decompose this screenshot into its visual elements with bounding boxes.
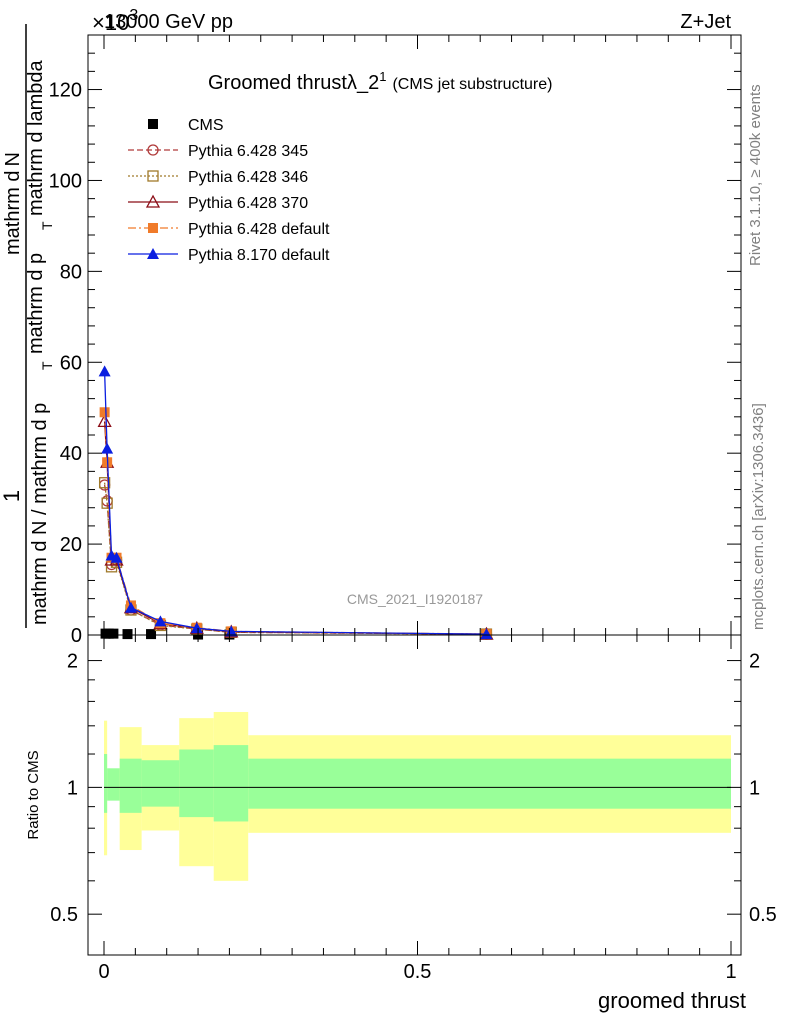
ratio-band-inner bbox=[104, 754, 108, 813]
data-point bbox=[98, 477, 111, 489]
legend-entry: Pythia 6.428 346 bbox=[128, 169, 308, 186]
main-ytick-label: 120 bbox=[49, 80, 82, 102]
data-point bbox=[98, 365, 111, 377]
rivet-label: Rivet 3.1.10, ≥ 400k events bbox=[747, 84, 764, 266]
ratio-frame bbox=[87, 634, 742, 956]
legend-label: Pythia 6.428 346 bbox=[188, 169, 308, 186]
main-frame bbox=[87, 34, 742, 636]
legend-marker bbox=[147, 144, 159, 156]
legend-label: Pythia 6.428 370 bbox=[188, 195, 308, 212]
legend-entry: Pythia 6.428 default bbox=[128, 221, 330, 238]
legend-label: CMS bbox=[188, 117, 224, 134]
series-1 bbox=[98, 479, 493, 640]
data-point bbox=[124, 601, 137, 613]
legend-entry: CMS bbox=[148, 117, 224, 134]
legend-marker bbox=[148, 119, 158, 129]
data-point bbox=[101, 442, 114, 454]
series-2 bbox=[98, 477, 493, 640]
series-5 bbox=[98, 365, 493, 640]
xtick-label: 1 bbox=[725, 961, 736, 983]
ratio-band-inner bbox=[179, 749, 214, 818]
legend-marker bbox=[145, 194, 161, 208]
xtick-label: 0 bbox=[98, 961, 109, 983]
ratio-ytick-label-right: 1 bbox=[749, 777, 760, 799]
ratio-panel: 0.5 0.5 1 1 2 2 0 0.5 1 Ratio to CMS groomed thr… bbox=[25, 634, 777, 1013]
main-ytick-label: 40 bbox=[60, 443, 82, 465]
ylabel-sub-t2: T bbox=[39, 221, 55, 230]
legend-marker bbox=[148, 223, 158, 233]
ratio-band-inner bbox=[141, 760, 180, 807]
ratio-band-inner bbox=[107, 768, 120, 801]
data-point bbox=[190, 622, 203, 634]
data-point bbox=[146, 629, 157, 640]
main-panel: 0 20 40 60 80 100 120 CMS_2021_I1920187 Groome… bbox=[49, 34, 742, 647]
ylabel-numerator: mathrm d p bbox=[25, 253, 47, 354]
ratio-ytick-label: 2 bbox=[67, 651, 78, 673]
data-point bbox=[99, 407, 110, 418]
data-point bbox=[154, 615, 167, 627]
legend-label: Pythia 8.170 default bbox=[188, 247, 330, 264]
ratio-ylabel: Ratio to CMS bbox=[25, 750, 42, 839]
data-point bbox=[122, 629, 133, 640]
legend-marker bbox=[147, 248, 159, 259]
ylabel-denominator: mathrm d N / mathrm d p bbox=[29, 403, 51, 625]
process-label: Z+Jet bbox=[680, 11, 731, 33]
legend-entry: Pythia 8.170 default bbox=[128, 247, 330, 264]
ratio-band-inner bbox=[119, 758, 142, 813]
main-ytick-label: 80 bbox=[60, 261, 82, 283]
main-ytick-label: 0 bbox=[71, 625, 82, 647]
legend: CMS Pythia 6.428 345 Pythia 6.428 346 Pythi… bbox=[128, 117, 330, 264]
ylabel-sub-t: T bbox=[39, 361, 55, 370]
xtick-label: 0.5 bbox=[404, 961, 432, 983]
legend-label: Pythia 6.428 345 bbox=[188, 143, 308, 160]
main-ylabel: 1 mathrm d N / mathrm d p T mathrm d p m… bbox=[0, 24, 55, 628]
ratio-ytick-label-right: 0.5 bbox=[749, 904, 777, 926]
ratio-ytick-label: 0.5 bbox=[50, 904, 78, 926]
data-point bbox=[110, 551, 123, 563]
ylabel-numerator-one: 1 bbox=[0, 490, 24, 502]
series-line bbox=[103, 484, 487, 635]
data-point bbox=[225, 625, 238, 637]
legend-marker bbox=[147, 170, 159, 182]
main-ytick-label: 20 bbox=[60, 534, 82, 556]
data-point bbox=[480, 628, 493, 640]
legend-entry: Pythia 6.428 345 bbox=[128, 143, 308, 160]
ratio-band-inner bbox=[248, 758, 731, 809]
legend-entry: Pythia 6.428 370 bbox=[128, 194, 308, 212]
ylabel-n: mathrm dN bbox=[2, 152, 24, 255]
ratio-ytick-label-right: 2 bbox=[749, 651, 760, 673]
exponent-label: ×103 bbox=[92, 7, 138, 35]
main-ytick-label: 100 bbox=[49, 170, 82, 192]
main-title: Groomed thrustλ_21 (CMS jet substructure) bbox=[208, 69, 552, 94]
ratio-ytick-label: 1 bbox=[67, 777, 78, 799]
legend-label: Pythia 6.428 default bbox=[188, 221, 330, 238]
data-point bbox=[97, 414, 112, 428]
main-watermark: CMS_2021_I1920187 bbox=[347, 591, 483, 607]
ylabel-tail: mathrm d lambda bbox=[25, 60, 47, 216]
mcplots-label: mcplots.cern.ch [arXiv:1306.3436] bbox=[750, 403, 767, 630]
data-point bbox=[108, 628, 119, 639]
xaxis-label: groomed thrust bbox=[598, 988, 746, 1013]
ratio-band-inner bbox=[213, 745, 249, 822]
series-line bbox=[103, 482, 487, 635]
energy-label: 13000 GeV pp bbox=[104, 11, 233, 33]
main-ytick-label: 60 bbox=[60, 352, 82, 374]
data-point bbox=[101, 497, 113, 509]
